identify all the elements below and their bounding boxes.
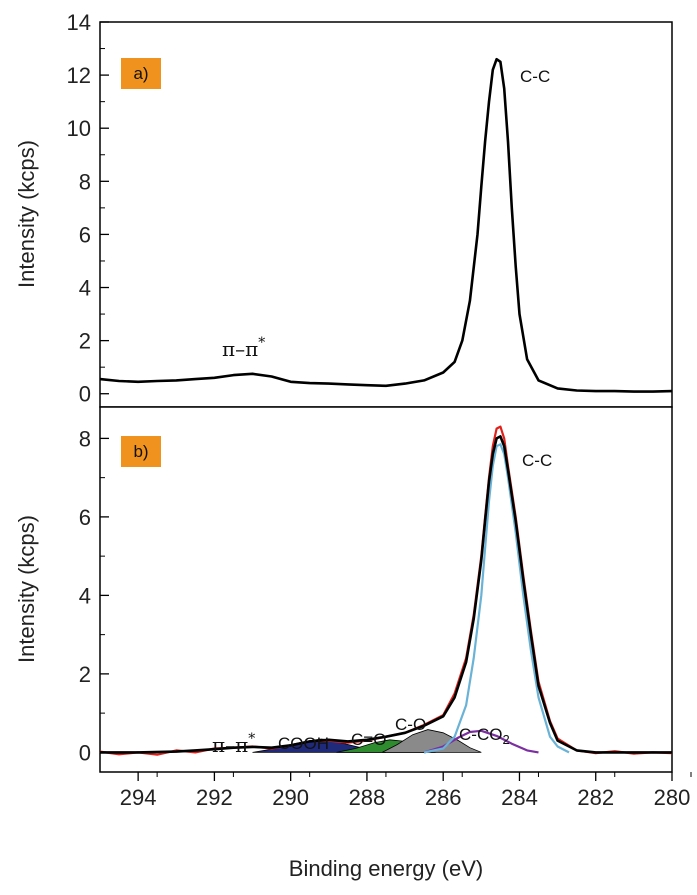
panel-a-yticks: 0 2 4 6 8 10 12 14 [67, 10, 109, 407]
panel-a-frame [99, 21, 673, 408]
panel-b-xtick-label-1: 292 [196, 785, 233, 810]
panel-a-label-pi-star: * [258, 335, 265, 351]
panel-a-label-pi: π–π* [222, 335, 265, 361]
panel-b-xtick-label-2: 290 [272, 785, 309, 810]
panel-b-label-cooh: COOH [278, 734, 329, 753]
panel-b-ylabel: Intensity (kcps) [14, 515, 39, 663]
panel-b-xtick-label-0: 294 [120, 785, 157, 810]
panel-b-tag-box [121, 436, 161, 467]
panel-b-xtick-label-4: 286 [425, 785, 462, 810]
panel-a-ytick-label-0: 0 [79, 382, 91, 407]
panel-a-ytick-label-3: 6 [79, 222, 91, 247]
panel-a: a) Intensity (kcps) 0 2 4 6 8 10 12 14 C-C π–π* [14, 10, 673, 408]
panel-b-label-pi-star: * [248, 731, 255, 747]
panel-a-ylabel: Intensity (kcps) [14, 140, 39, 288]
panel-b-xtick-label-3: 288 [349, 785, 386, 810]
panel-a-label-cc: C-C [520, 67, 550, 86]
panel-b-xtick-label-5: 284 [501, 785, 538, 810]
panel-b-cco2-text: C-CO [459, 725, 502, 744]
panel-a-ytick-label-2: 4 [79, 276, 91, 301]
panel-a-series [99, 57, 673, 393]
panel-b-series-6 [100, 435, 672, 754]
panel-b-ytick-label-0: 0 [79, 740, 91, 765]
panel-b-series [99, 425, 673, 756]
panel-a-ytick-label-5: 10 [67, 116, 91, 141]
panel-b-xtick-label-6: 282 [577, 785, 614, 810]
x-axis-title: Binding energy (eV) [289, 856, 483, 881]
panel-b-label-pi: π–π* [212, 731, 255, 757]
panel-b-xticks: 294 292 290 288 286 284 282 280 [120, 772, 692, 810]
panel-b-label-co-double: C=O [351, 730, 386, 749]
panel-b-series-2 [382, 729, 482, 753]
panel-a-ytick-label-7: 14 [67, 10, 91, 35]
panel-b-label-co: C-O [395, 715, 426, 734]
panel-a-series-0 [99, 57, 673, 393]
panel-b-ytick-label-3: 6 [79, 505, 91, 530]
panel-b-label-cco2: C-CO2 [459, 725, 510, 747]
panel-b: b) Intensity (kcps) 0 2 4 6 8 294 292 290 288 28… [14, 406, 692, 881]
panel-b-frame [99, 406, 673, 773]
panel-b-xtick-label-7: 280 [654, 785, 691, 810]
panel-b-tag: b) [133, 442, 148, 461]
panel-b-ytick-label-1: 2 [79, 662, 91, 687]
panel-a-tag: a) [133, 64, 148, 83]
panel-b-cco2-sub: 2 [502, 732, 509, 747]
panel-a-ytick-label-4: 8 [79, 169, 91, 194]
panel-b-label-cc: C-C [522, 451, 552, 470]
panel-a-tag-box [121, 58, 161, 89]
panel-a-ytick-label-6: 12 [67, 63, 91, 88]
panel-b-ytick-label-2: 4 [79, 583, 91, 608]
panel-b-series-4 [423, 443, 570, 754]
panel-b-pi-text: π–π [212, 733, 248, 757]
panel-a-pi-text: π–π [222, 337, 258, 361]
panel-a-ytick-label-1: 2 [79, 329, 91, 354]
panel-b-ytick-label-4: 8 [79, 426, 91, 451]
panel-b-yticks: 0 2 4 6 8 [79, 426, 109, 765]
